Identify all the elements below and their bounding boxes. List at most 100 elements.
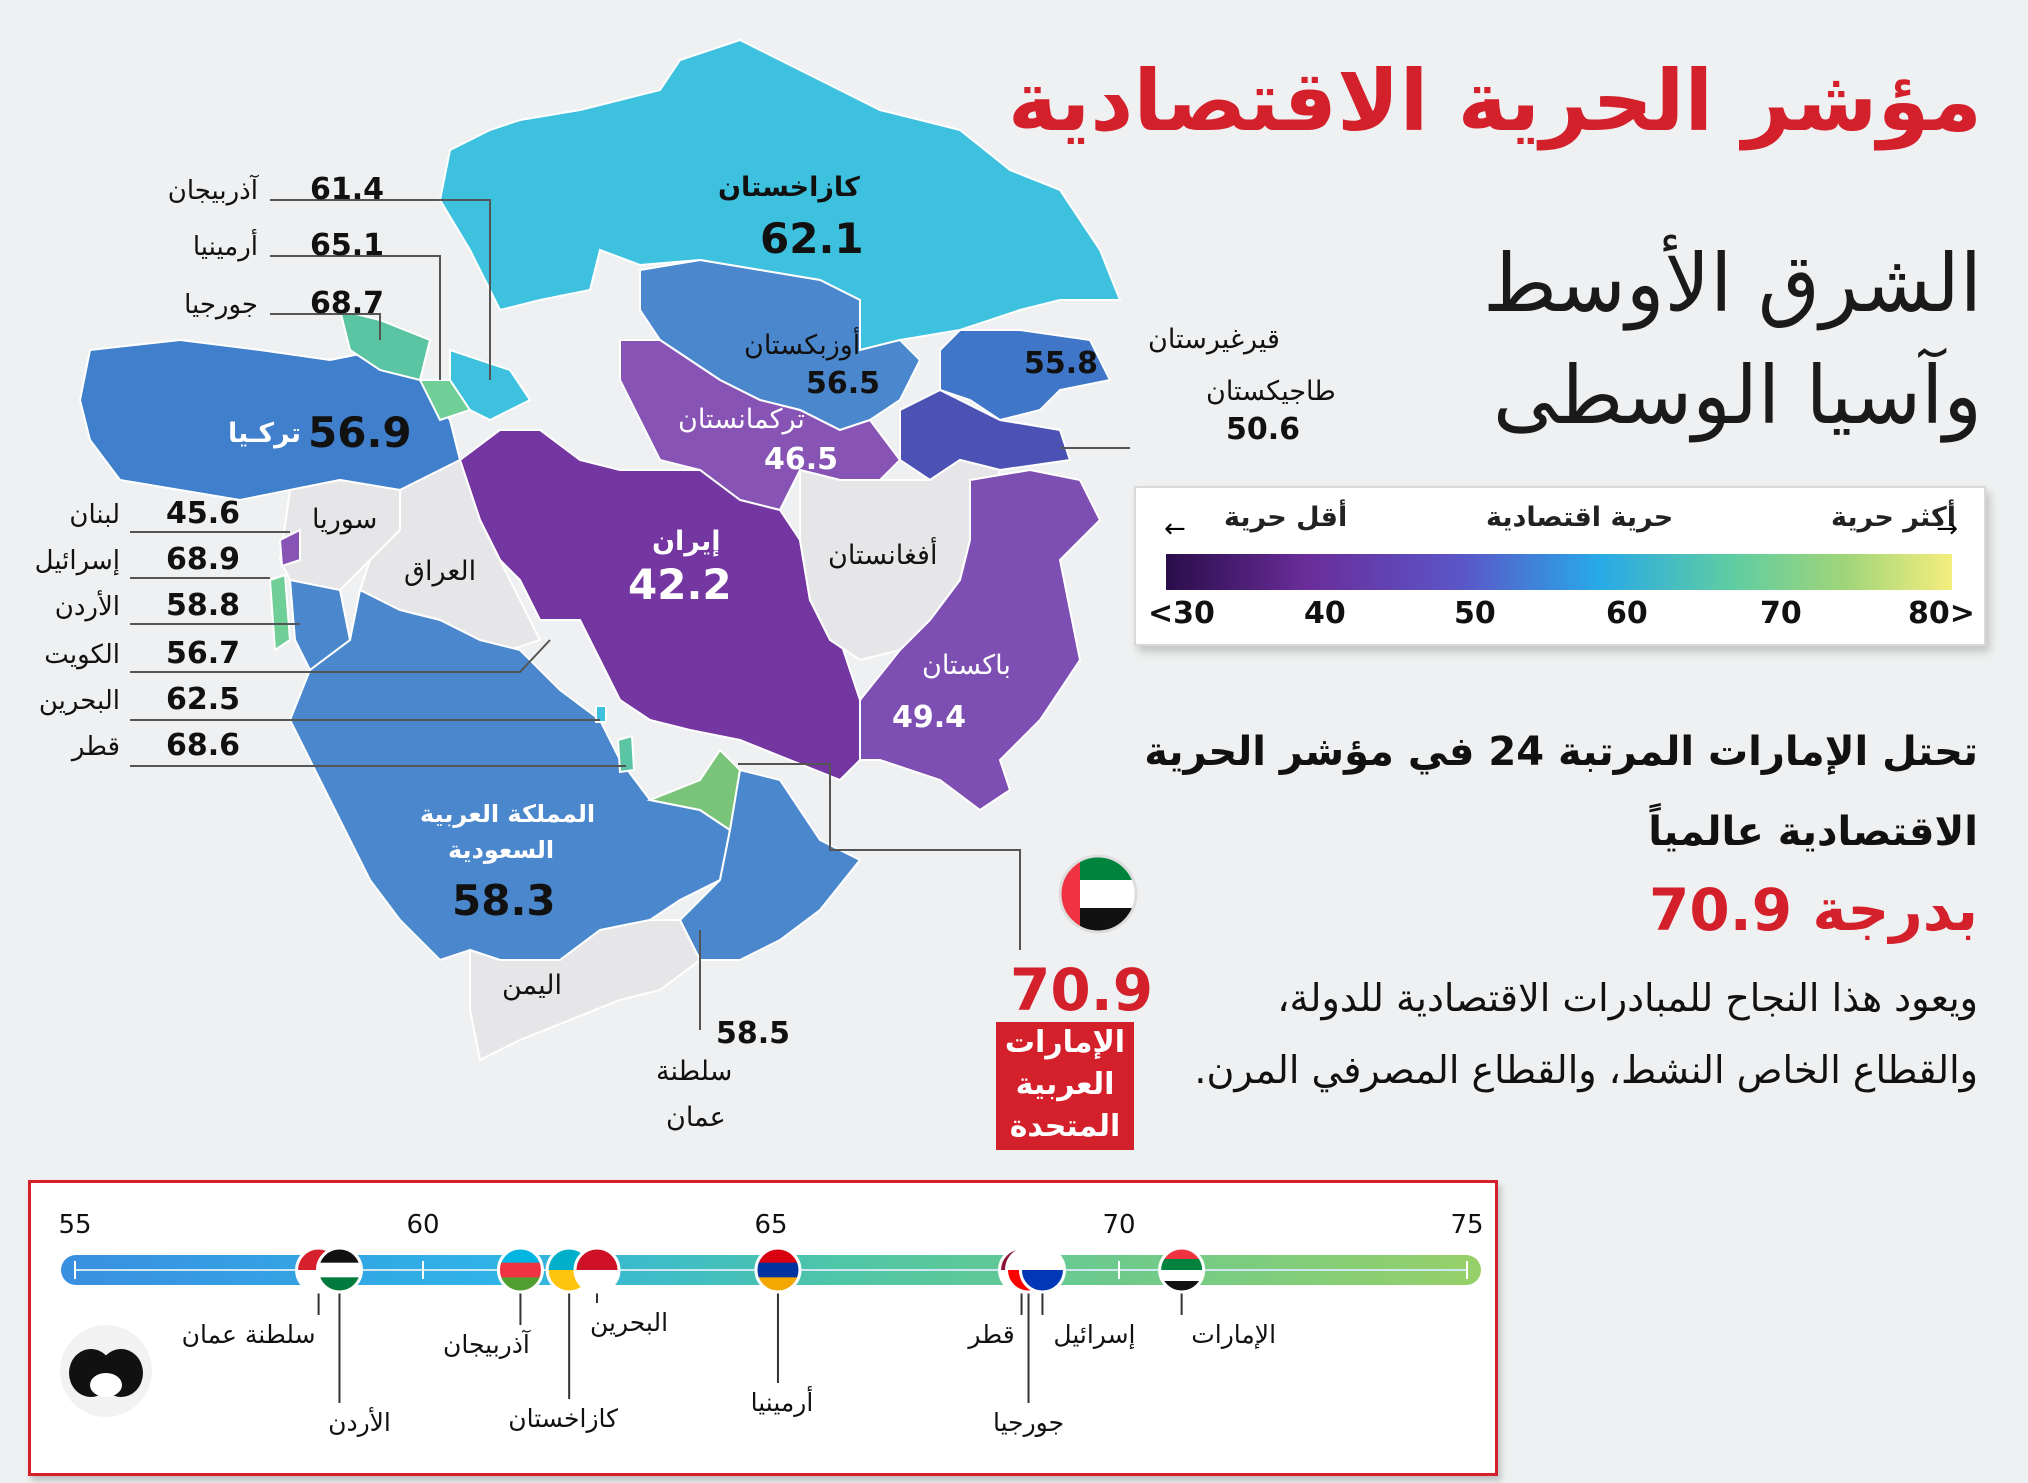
label-oman-2: عمان <box>666 1102 726 1133</box>
side-country-value: 68.7 <box>310 286 385 321</box>
scale-flag-marker[interactable]: أرمينيا <box>751 1246 814 1417</box>
value-saudi: 58.3 <box>452 876 556 925</box>
scale-tick-label: 75 <box>1450 1210 1483 1240</box>
scale-tick-label: 60 <box>406 1210 439 1240</box>
scale-flag-marker[interactable]: سلطنة عمان <box>182 1246 343 1349</box>
page-subtitle: الشرق الأوسط وآسيا الوسطى <box>1483 228 1982 452</box>
value-oman: 58.5 <box>716 1016 791 1051</box>
scale-country-name: إسرائيل <box>1053 1320 1135 1350</box>
side-country-name: البحرين <box>38 686 120 716</box>
scale-flag-marker[interactable]: الأردن <box>315 1246 391 1437</box>
map-azerbaijan[interactable] <box>449 348 532 422</box>
scale-tick-label: 55 <box>58 1210 91 1240</box>
side-country-name: أرمينيا <box>192 232 258 262</box>
value-kazakhstan: 62.1 <box>760 214 864 263</box>
score-scale: 55 60 65 70 75 سلطنة عمان الأردن آذربيجان كازاخس… <box>58 1210 1483 1437</box>
rank-line-2: الاقتصادية عالمياً <box>1648 809 1978 855</box>
label-uzbekistan: أوزبكستان <box>744 330 861 361</box>
scale-flag-marker[interactable]: إسرائيل <box>1018 1246 1135 1350</box>
side-country-name: الأردن <box>54 592 120 622</box>
flag-ring <box>1018 1246 1066 1294</box>
flag-stripe <box>755 1262 800 1279</box>
rank-text: تحتل الإمارات المرتبة 24 في مؤشر الحرية … <box>1144 712 1978 872</box>
legend-more-freedom: أكثر حرية <box>1831 502 1956 533</box>
flag-ring <box>496 1246 544 1294</box>
flag-ring <box>754 1246 802 1294</box>
scale-tick-label: 70 <box>1102 1210 1135 1240</box>
side-country-name: لبنان <box>69 500 120 530</box>
map-lebanon[interactable] <box>278 528 301 568</box>
scale-country-name: أرمينيا <box>751 1385 814 1417</box>
label-turkey: تركـيا <box>228 418 302 449</box>
reason-line-2: والقطاع الخاص النشط، والقطاع المصرفي الم… <box>1194 1048 1978 1092</box>
subtitle-line-1: الشرق الأوسط <box>1482 237 1982 330</box>
scale-country-name: قطر <box>966 1320 1014 1349</box>
scale-flag-marker[interactable]: كازاخستان <box>508 1246 618 1433</box>
value-uzbekistan: 56.5 <box>806 366 881 401</box>
scale-flag-marker[interactable]: الإمارات <box>1158 1246 1276 1349</box>
label-turkmenistan: تركمانستان <box>678 404 805 435</box>
value-tajikistan: 50.6 <box>1226 412 1301 447</box>
flag-stripe <box>498 1262 543 1279</box>
flag-ring <box>1158 1246 1206 1294</box>
map-oman[interactable] <box>678 768 862 961</box>
map-tajikistan[interactable] <box>899 388 1072 482</box>
flag-stripe <box>1020 1248 1065 1271</box>
uae-score-value: 70.9 <box>1010 956 1154 1024</box>
arrow-right-icon: → <box>1936 514 1958 544</box>
legend-less-freedom: أقل حرية <box>1224 502 1348 533</box>
scale-country-name: البحرين <box>590 1308 668 1337</box>
value-iran: 42.2 <box>628 560 732 609</box>
legend-tick-label: 60 <box>1606 596 1648 631</box>
side-country-value: 68.9 <box>166 542 241 577</box>
legend-tick-label: 70 <box>1760 596 1802 631</box>
label-afghanistan: أفغانستان <box>828 540 938 571</box>
flag-stripe <box>575 1270 619 1292</box>
scale-country-name: كازاخستان <box>508 1404 618 1433</box>
scale-flag-marker[interactable]: آذربيجان <box>443 1246 544 1359</box>
side-country-name: الكويت <box>44 640 120 670</box>
scale-flag-marker[interactable]: البحرين <box>573 1246 668 1337</box>
map-qatar[interactable] <box>616 734 636 774</box>
scale-country-name: آذربيجان <box>443 1329 531 1359</box>
legend-tick-label: 50 <box>1454 596 1496 631</box>
label-iraq: العراق <box>404 556 477 587</box>
flag-stripe <box>1020 1270 1065 1292</box>
label-kyrgyzstan: قيرغيرستان <box>1148 324 1280 355</box>
uae-name-2: العربية <box>1015 1067 1115 1102</box>
label-iran: إيران <box>652 526 721 557</box>
value-turkmenistan: 46.5 <box>764 442 839 477</box>
rank-line-1: تحتل الإمارات المرتبة 24 في مؤشر الحرية <box>1144 729 1978 775</box>
uae-name-1: الإمارات <box>1004 1025 1126 1060</box>
scale-country-name: الإمارات <box>1191 1320 1276 1349</box>
map-israel[interactable] <box>268 573 292 652</box>
side-country-value: 62.5 <box>166 682 241 717</box>
flag-ring <box>315 1246 363 1294</box>
score-text: بدرجة 70.9 <box>1649 876 1978 944</box>
uae-name-3: المتحدة <box>1009 1109 1121 1144</box>
reason-line-1: ويعود هذا النجاح للمبادرات الاقتصادية لل… <box>1277 976 1978 1020</box>
label-oman-1: سلطنة <box>656 1056 733 1087</box>
flag-stripe <box>317 1262 362 1279</box>
score-scale-panel: 55 60 65 70 75 سلطنة عمان الأردن آذربيجان كازاخس… <box>28 1180 1498 1476</box>
scale-country-name: سلطنة عمان <box>182 1320 316 1349</box>
label-yemen: اليمن <box>502 970 563 1001</box>
scale-tick-label: 65 <box>754 1210 787 1240</box>
side-country-value: 58.8 <box>166 588 241 623</box>
map-pakistan[interactable] <box>859 468 1102 812</box>
map-yemen[interactable] <box>469 919 702 1062</box>
reason-text: ويعود هذا النجاح للمبادرات الاقتصادية لل… <box>1194 962 1978 1106</box>
scale-country-name: الأردن <box>328 1406 391 1437</box>
side-country-name: إسرائيل <box>34 546 120 576</box>
label-pakistan: باكستان <box>922 650 1011 681</box>
map-kyrgyzstan[interactable] <box>939 329 1112 422</box>
arrow-left-icon: ← <box>1164 514 1186 544</box>
flag-stripe <box>1159 1281 1204 1292</box>
side-country-value: 45.6 <box>166 496 241 531</box>
flag-ring <box>573 1246 621 1294</box>
map-bahrain[interactable] <box>595 705 607 723</box>
side-country-value: 65.1 <box>310 228 385 263</box>
flag-stripe <box>1159 1259 1204 1271</box>
side-country-value: 56.7 <box>166 636 241 671</box>
value-kyrgyzstan: 55.8 <box>1024 346 1099 381</box>
